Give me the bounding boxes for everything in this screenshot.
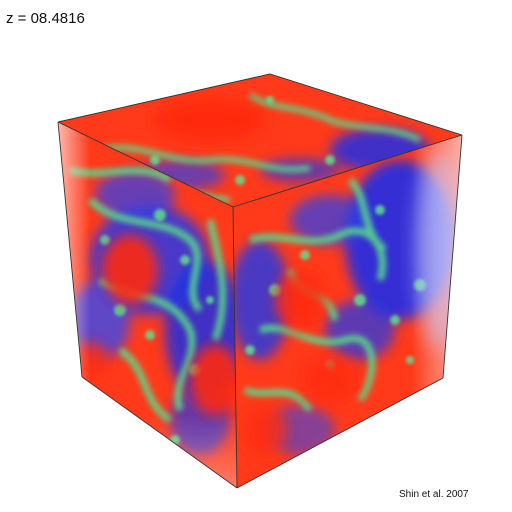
cube-front-edges xyxy=(57,73,463,489)
credit-label: Shin et al. 2007 xyxy=(399,489,469,500)
redshift-label: z = 08.4816 xyxy=(6,10,85,27)
right-face-volume xyxy=(233,135,462,488)
